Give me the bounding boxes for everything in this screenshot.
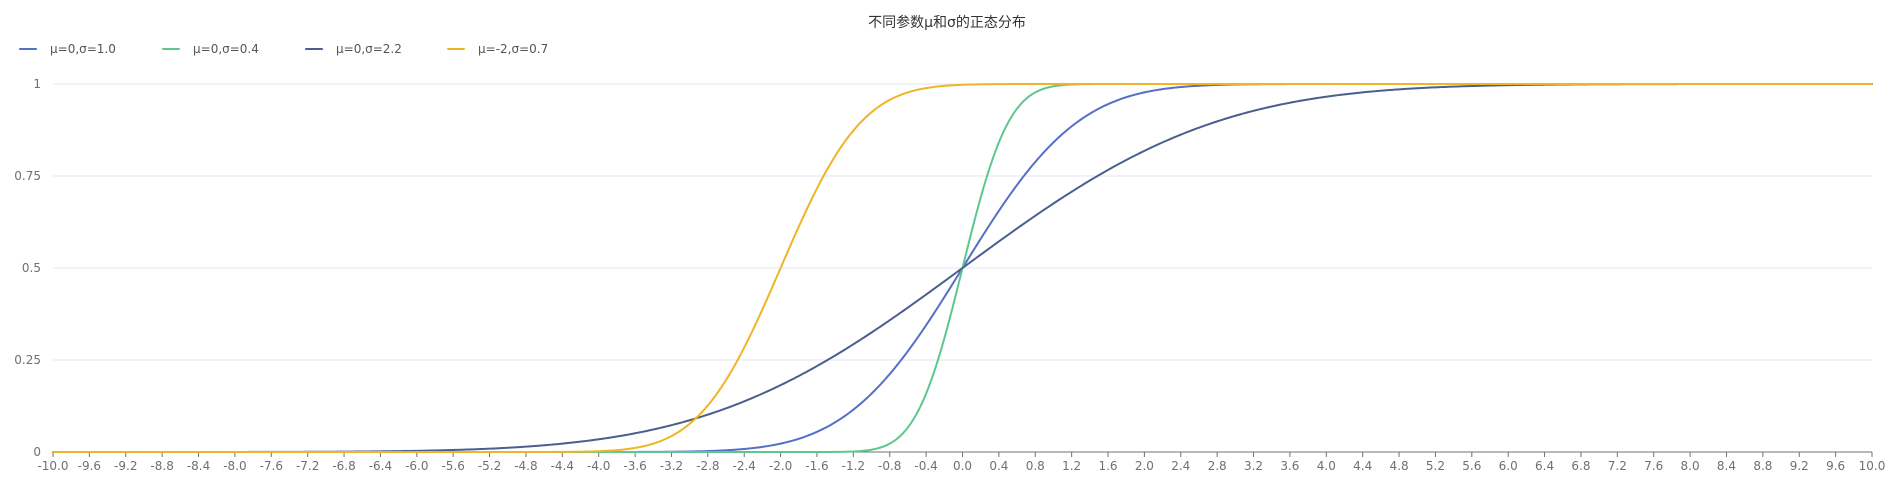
x-tick-label: -5.2	[478, 459, 501, 473]
x-tick-label: 7.6	[1644, 459, 1663, 473]
legend-item-4[interactable]: μ=-2,σ=0.7	[447, 42, 548, 56]
x-tick-label: 8.8	[1753, 459, 1772, 473]
x-tick-label: -9.6	[78, 459, 101, 473]
y-tick-label: 0.5	[22, 261, 41, 275]
x-tick-label: -5.6	[441, 459, 464, 473]
x-tick-label: -7.6	[260, 459, 283, 473]
legend-label: μ=0,σ=0.4	[193, 42, 259, 56]
x-tick-label: 8.4	[1717, 459, 1736, 473]
x-tick-label: 4.0	[1317, 459, 1336, 473]
x-tick-label: 2.0	[1135, 459, 1154, 473]
x-tick-label: 4.8	[1390, 459, 1409, 473]
x-tick-label: -6.8	[332, 459, 355, 473]
x-tick-label: 5.2	[1426, 459, 1445, 473]
legend-item-1[interactable]: μ=0,σ=1.0	[19, 42, 116, 56]
axis-layer: 0 0.25 0.5 0.75 1 -10.0 -9.6 -9.2 -8.8 -8.4 -8.0 -7…	[14, 77, 1885, 473]
legend-label: μ=0,σ=2.2	[336, 42, 402, 56]
x-tick-label: 10.0	[1859, 459, 1886, 473]
legend-item-2[interactable]: μ=0,σ=0.4	[162, 42, 259, 56]
x-tick-label: -6.0	[405, 459, 428, 473]
x-tick-label: 1.6	[1098, 459, 1117, 473]
series-line-4[interactable]	[52, 83, 1873, 453]
grid-layer	[53, 83, 1872, 361]
x-tick-label: -3.6	[623, 459, 646, 473]
x-tick-label: 6.0	[1499, 459, 1518, 473]
x-tick-label: -8.4	[187, 459, 210, 473]
x-tick-label: 5.6	[1462, 459, 1481, 473]
x-tick-label: 2.4	[1171, 459, 1190, 473]
x-tick-label: 4.4	[1353, 459, 1372, 473]
x-tick-label: 9.2	[1790, 459, 1809, 473]
legend-item-3[interactable]: μ=0,σ=2.2	[305, 42, 402, 56]
x-tick-label: 9.6	[1826, 459, 1845, 473]
x-tick-label: -2.0	[769, 459, 792, 473]
x-tick-label: -1.2	[842, 459, 865, 473]
x-tick-label: -4.0	[587, 459, 610, 473]
x-tick-label: -1.6	[805, 459, 828, 473]
x-tick-label: -8.8	[150, 459, 173, 473]
legend[interactable]: μ=0,σ=1.0 μ=0,σ=0.4 μ=0,σ=2.2 μ=-2,σ=0.7	[19, 42, 548, 56]
x-tick-label: -8.0	[223, 459, 246, 473]
x-tick-label: -0.8	[878, 459, 901, 473]
series-layer	[52, 83, 1873, 453]
y-tick-label: 0.75	[14, 169, 41, 183]
x-tick-label: -10.0	[37, 459, 68, 473]
x-tick-label: -2.8	[696, 459, 719, 473]
x-tick-label: 6.8	[1571, 459, 1590, 473]
x-tick-label: -4.8	[514, 459, 537, 473]
legend-label: μ=-2,σ=0.7	[478, 42, 548, 56]
legend-label: μ=0,σ=1.0	[50, 42, 116, 56]
x-tick-label: 7.2	[1608, 459, 1627, 473]
x-tick-label: 3.2	[1244, 459, 1263, 473]
x-tick-label: 1.2	[1062, 459, 1081, 473]
chart-title: 不同参数μ和σ的正态分布	[868, 14, 1026, 31]
x-tick-label: -2.4	[733, 459, 756, 473]
y-tick-label: 1	[33, 77, 41, 91]
y-tick-label: 0	[33, 445, 41, 459]
x-tick-label: 0.4	[989, 459, 1008, 473]
x-tick-label: 0.8	[1026, 459, 1045, 473]
x-tick-label: 3.6	[1280, 459, 1299, 473]
x-tick-label: -7.2	[296, 459, 319, 473]
x-tick-label: -6.4	[369, 459, 392, 473]
x-tick-label: 6.4	[1535, 459, 1554, 473]
x-tick-label: -0.4	[914, 459, 937, 473]
x-tick-label: -9.2	[114, 459, 137, 473]
y-tick-label: 0.25	[14, 353, 41, 367]
x-tick-label: 0.0	[953, 459, 972, 473]
x-tick-label: 8.0	[1681, 459, 1700, 473]
x-tick-label: -4.4	[551, 459, 574, 473]
x-tick-label: -3.2	[660, 459, 683, 473]
x-tick-label: 2.8	[1208, 459, 1227, 473]
